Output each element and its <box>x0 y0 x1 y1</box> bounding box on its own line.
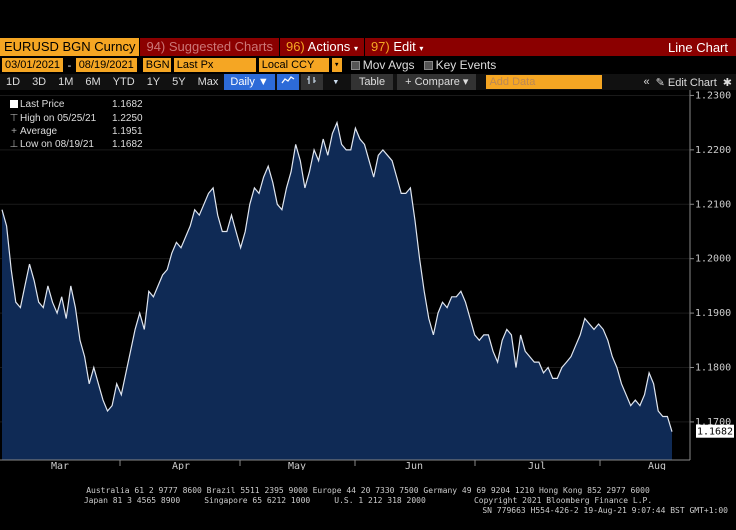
collapse-icon[interactable]: « <box>643 76 650 88</box>
table-button[interactable]: Table <box>350 74 394 90</box>
footer-info: Australia 61 2 9777 8600 Brazil 5511 239… <box>0 486 736 516</box>
price-line <box>1 120 673 432</box>
legend-average-label: Average <box>20 126 58 137</box>
frequency-label: Daily <box>230 76 255 88</box>
dropdown-triangle-icon: ▼ <box>257 76 269 88</box>
caret-down-icon: ▾ <box>419 44 424 53</box>
caret-down-icon: ▾ <box>462 76 469 88</box>
end-date-input[interactable]: 08/19/2021 <box>75 58 137 72</box>
checkbox-icon <box>423 60 433 70</box>
y-tick-label: 1.2000 <box>695 254 731 265</box>
date-separator: - <box>66 58 73 72</box>
range-toolbar: 03/01/2021 - 08/19/2021 BGN Last Px Loca… <box>0 57 736 73</box>
y-tick-label: 1.2200 <box>695 145 731 156</box>
chart-legend: Last Price 1.1682 ⊤ High on 05/25/21 1.2… <box>8 98 152 151</box>
y-tick-label: 1.1700 <box>695 417 731 428</box>
view-title: Line Chart <box>668 39 728 55</box>
period-toolbar: 1D 3D 1M 6M YTD 1Y 5Y Max Daily ▼ ▾ Tabl… <box>0 74 736 90</box>
suggested-charts-num: 94) <box>146 39 166 54</box>
legend-row-low: ⊥ Low on 08/19/21 1.1682 <box>8 138 152 151</box>
pencil-icon: ✎ <box>655 76 665 89</box>
actions-label: Actions <box>307 39 351 54</box>
x-tick-label: Mar <box>51 461 69 470</box>
suggested-charts-label: Suggested Charts <box>168 39 273 54</box>
legend-low-label: Low on 08/19/21 <box>20 139 94 150</box>
price-area <box>2 122 672 460</box>
legend-last-price-label: Last Price <box>20 99 65 110</box>
period-5y-button[interactable]: 5Y <box>172 76 186 88</box>
ticker-field[interactable]: EURUSD BGN Curncy <box>0 38 140 56</box>
y-tick-label: 1.2100 <box>695 199 731 210</box>
high-marker-icon: ⊤ <box>9 113 19 124</box>
last-value-marker: 1.1682 <box>696 424 734 438</box>
footer-line-1: Australia 61 2 9777 8600 Brazil 5511 239… <box>86 486 650 495</box>
suggested-charts-button[interactable]: 94) Suggested Charts <box>139 38 279 56</box>
legend-last-price-value: 1.1682 <box>112 99 143 110</box>
y-tick-label: 1.2300 <box>695 90 731 101</box>
legend-row-last-price: Last Price 1.1682 <box>8 98 152 112</box>
period-max-button[interactable]: Max <box>197 76 219 88</box>
key-events-checkbox[interactable]: Key Events <box>423 58 497 72</box>
add-data-input[interactable]: Add Data <box>486 75 603 89</box>
line-chart-icon[interactable] <box>276 74 299 90</box>
x-tick-label: Apr <box>172 461 190 470</box>
caret-down-icon: ▾ <box>353 44 358 53</box>
frequency-select[interactable]: Daily ▼ <box>224 74 275 90</box>
currency-select[interactable]: Local CCY <box>258 58 329 72</box>
x-tick-label: Jul <box>528 461 546 470</box>
key-events-label: Key Events <box>435 58 497 72</box>
price-chart[interactable]: 1.1700 1.1800 1.1900 1.2000 1.2100 1.2200 1.23… <box>0 90 736 470</box>
y-tick-label: 1.1800 <box>695 363 731 374</box>
period-3d-button[interactable]: 3D <box>32 76 47 88</box>
period-6m-button[interactable]: 6M <box>85 76 101 88</box>
footer-line-2: Japan 81 3 4565 8900 Singapore 65 6212 1… <box>83 496 653 505</box>
period-1d-button[interactable]: 1D <box>6 76 21 88</box>
period-ytd-button[interactable]: YTD <box>112 76 135 88</box>
legend-row-average: + Average 1.1951 <box>8 125 152 138</box>
legend-high-label: High on 05/25/21 <box>20 113 97 124</box>
footer-line-3: SN 779663 H554-426-2 19-Aug-21 9:07:44 B… <box>482 506 728 515</box>
compare-button[interactable]: + Compare ▾ <box>397 74 477 90</box>
compare-label: Compare <box>414 76 460 88</box>
plus-icon: + <box>405 76 412 88</box>
main-toolbar: EURUSD BGN Curncy 94) Suggested Charts 9… <box>0 38 736 56</box>
x-tick-label: May <box>288 461 306 470</box>
period-1y-button[interactable]: 1Y <box>146 76 161 88</box>
low-marker-icon: ⊥ <box>9 139 19 150</box>
chart-settings-icon[interactable]: ▾ <box>324 74 347 90</box>
edit-chart-label: Edit Chart <box>667 76 717 89</box>
mov-avgs-label: Mov Avgs <box>362 58 415 72</box>
y-axis-ticks: 1.1700 1.1800 1.1900 1.2000 1.2100 1.2200 1.23… <box>690 90 731 428</box>
x-tick-label: Jun <box>405 461 423 470</box>
last-value-label: 1.1682 <box>697 427 733 438</box>
mov-avgs-checkbox[interactable]: Mov Avgs <box>350 58 415 72</box>
checkbox-icon <box>350 60 360 70</box>
legend-low-value: 1.1682 <box>112 139 143 150</box>
currency-dropdown-icon[interactable]: ▾ <box>331 58 342 72</box>
x-axis-ticks: Mar Apr May Jun Jul Aug <box>51 460 666 470</box>
edit-chart-button[interactable]: ✎ Edit Chart <box>656 76 717 89</box>
legend-row-high: ⊤ High on 05/25/21 1.2250 <box>8 112 152 125</box>
white-square-icon <box>10 100 18 108</box>
bar-chart-icon[interactable] <box>300 74 323 90</box>
x-tick-label: Aug <box>648 461 666 470</box>
edit-menu-button[interactable]: 97) Edit ▾ <box>363 38 429 56</box>
edit-label: Edit <box>393 39 416 54</box>
source-input[interactable]: BGN <box>142 58 171 72</box>
actions-num: 96) <box>285 39 305 54</box>
start-date-input[interactable]: 03/01/2021 <box>2 58 64 72</box>
legend-high-value: 1.2250 <box>112 113 143 124</box>
period-1m-button[interactable]: 1M <box>58 76 74 88</box>
actions-menu-button[interactable]: 96) Actions ▾ <box>278 38 364 56</box>
legend-average-value: 1.1951 <box>112 126 143 137</box>
field-select[interactable]: Last Px <box>173 58 256 72</box>
gear-icon[interactable]: ✱ <box>722 76 732 89</box>
y-tick-label: 1.1900 <box>695 308 731 319</box>
average-marker-icon: + <box>11 126 17 137</box>
edit-num: 97) <box>370 39 390 54</box>
